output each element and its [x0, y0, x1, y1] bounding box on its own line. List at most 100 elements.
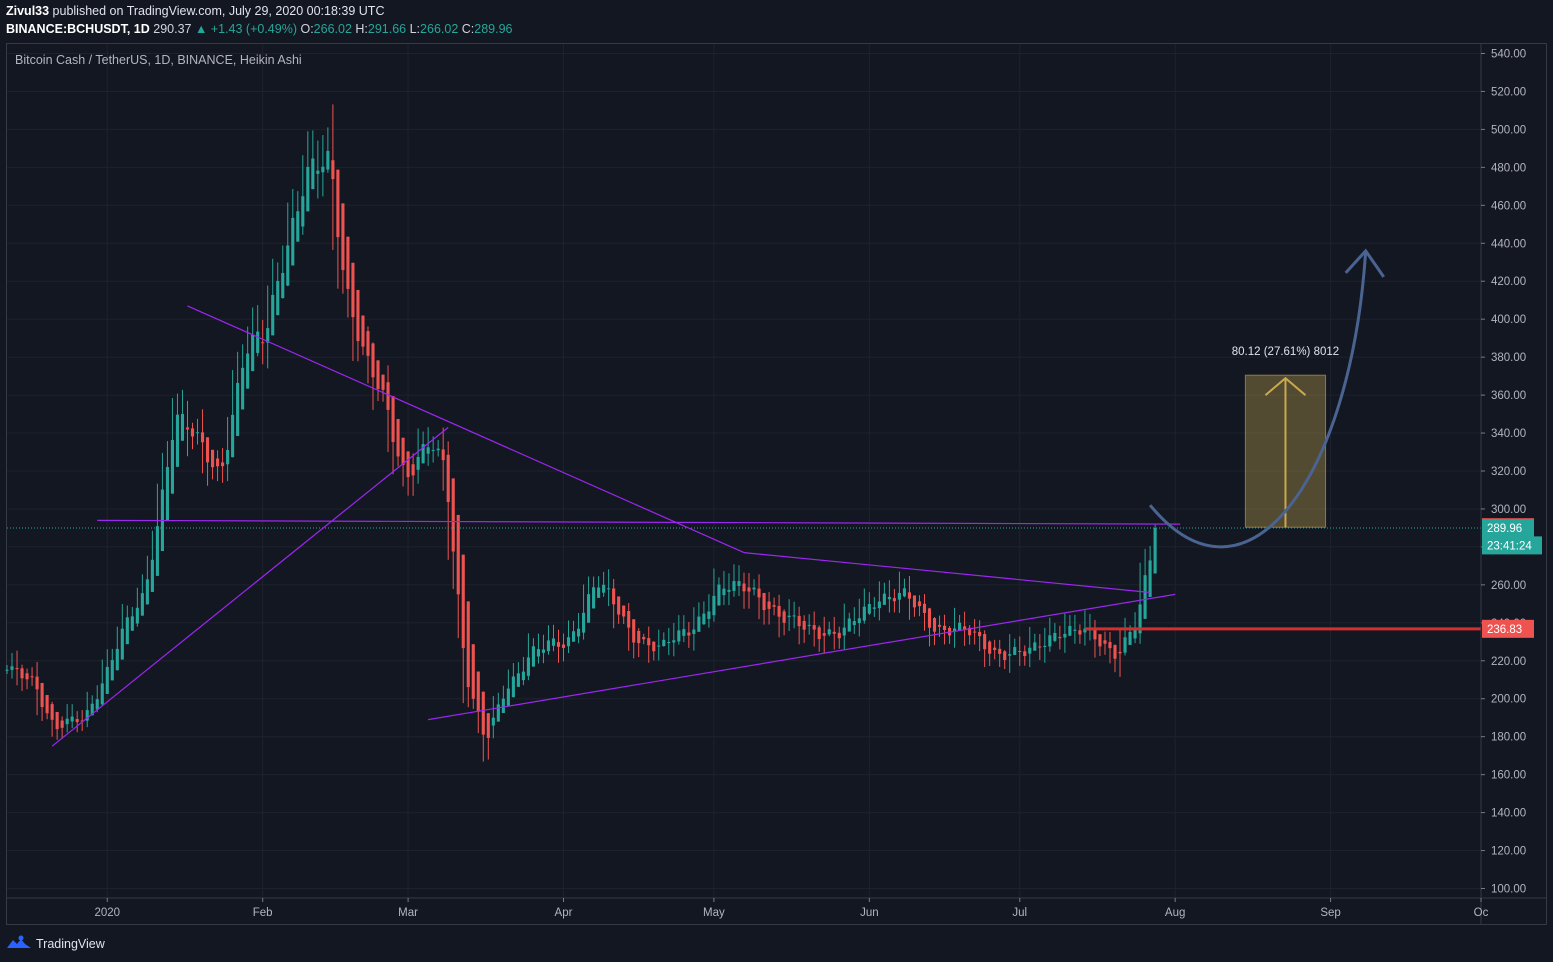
- candle-body: [1043, 645, 1047, 648]
- candle-body: [25, 673, 29, 680]
- price-tag: [1482, 519, 1534, 538]
- candle-body: [451, 478, 455, 552]
- candle-body: [882, 593, 886, 605]
- candle-body: [1048, 635, 1052, 647]
- candle-body: [180, 413, 185, 441]
- candle-body: [200, 432, 205, 443]
- candle-body: [622, 605, 626, 617]
- price-tag: [1482, 619, 1534, 638]
- candle-body: [602, 584, 606, 593]
- candle-body: [887, 596, 891, 600]
- x-tick-label: Aug: [1165, 907, 1185, 919]
- low-label: L:: [409, 22, 421, 36]
- candle-body: [441, 449, 445, 461]
- price-tag-label: 236.83: [1487, 624, 1522, 636]
- candle-body: [647, 638, 651, 646]
- candle-body: [983, 634, 987, 650]
- candle-body: [1028, 647, 1032, 654]
- candle-body: [973, 631, 977, 633]
- candle-body: [752, 587, 756, 590]
- candle-body: [226, 449, 230, 465]
- candle-body: [1033, 642, 1037, 651]
- y-tick-label: 220.00: [1491, 656, 1526, 668]
- candle-body: [727, 589, 731, 592]
- candle-body: [221, 462, 225, 467]
- candle-body: [406, 451, 410, 478]
- candle-body: [642, 637, 646, 640]
- candle-body: [993, 647, 997, 651]
- candle-body: [852, 621, 856, 626]
- measure-arrow-head: [1264, 376, 1307, 396]
- candle-body: [592, 587, 596, 609]
- candle-body: [842, 627, 846, 636]
- symbol-label[interactable]: BINANCE:BCHUSDT, 1D: [6, 22, 150, 36]
- candle-body: [356, 289, 360, 342]
- candle-body: [988, 641, 992, 654]
- candle-body: [802, 621, 806, 630]
- candle-body: [1003, 651, 1007, 660]
- candle-body: [291, 217, 295, 266]
- candles: [5, 104, 1157, 762]
- candle-body: [757, 588, 761, 598]
- y-tick-label: 140.00: [1491, 808, 1526, 820]
- candle-body: [822, 633, 826, 636]
- candle-body: [436, 448, 440, 451]
- candle-body: [792, 615, 796, 617]
- candle-body: [707, 611, 711, 619]
- candle-body: [737, 581, 741, 586]
- candle-body: [20, 668, 24, 679]
- candle-body: [787, 615, 791, 618]
- open-value: 266.02: [313, 22, 352, 36]
- candle-body: [672, 640, 676, 643]
- candle-body: [185, 427, 190, 430]
- candle-body: [1108, 641, 1112, 649]
- candle-body: [968, 627, 972, 636]
- y-tick-label: 360.00: [1491, 390, 1526, 402]
- price-tag: [1482, 536, 1542, 555]
- candle-body: [917, 601, 922, 607]
- candle-body: [1148, 560, 1152, 598]
- candle-body: [807, 624, 811, 626]
- candle-body: [516, 673, 520, 687]
- candle-body: [702, 613, 706, 625]
- candle-body: [1023, 651, 1027, 657]
- candle-body: [381, 374, 385, 390]
- candle-body: [60, 720, 64, 728]
- x-tick-label: Mar: [398, 907, 418, 919]
- candle-body: [401, 437, 405, 466]
- candle-body: [607, 588, 611, 590]
- candle-body: [175, 414, 180, 467]
- candle-body: [426, 447, 430, 454]
- candle-body: [55, 711, 59, 730]
- x-tick-label: 2020: [94, 907, 120, 919]
- footer-brand[interactable]: TradingView: [36, 937, 105, 951]
- candle-body: [932, 618, 937, 632]
- candle-body: [566, 637, 571, 647]
- candle-body: [336, 169, 340, 238]
- candle-body: [958, 622, 962, 631]
- candle-body: [837, 632, 841, 639]
- candle-body: [687, 632, 691, 636]
- candle-body: [486, 713, 490, 738]
- y-tick-label: 380.00: [1491, 352, 1526, 364]
- tradingview-logo-icon[interactable]: [6, 935, 32, 954]
- candle-body: [15, 668, 19, 670]
- candle-body: [978, 631, 982, 637]
- candle-body: [1063, 633, 1067, 638]
- publisher-name[interactable]: Zivul33: [6, 4, 50, 18]
- candle-body: [872, 607, 876, 609]
- candle-body: [231, 414, 235, 458]
- candle-body: [361, 315, 365, 347]
- candle-body: [953, 628, 957, 632]
- x-tick-label: May: [703, 907, 725, 919]
- candle-body: [461, 554, 465, 649]
- candle-body: [1058, 636, 1062, 639]
- candle-body: [582, 612, 586, 633]
- chart-frame: [6, 43, 1547, 925]
- candle-body: [95, 699, 99, 710]
- y-tick-label: 180.00: [1491, 732, 1526, 744]
- publish-text: published on TradingView.com, July 29, 2…: [49, 4, 385, 18]
- candle-body: [1078, 630, 1082, 635]
- candle-body: [75, 719, 79, 723]
